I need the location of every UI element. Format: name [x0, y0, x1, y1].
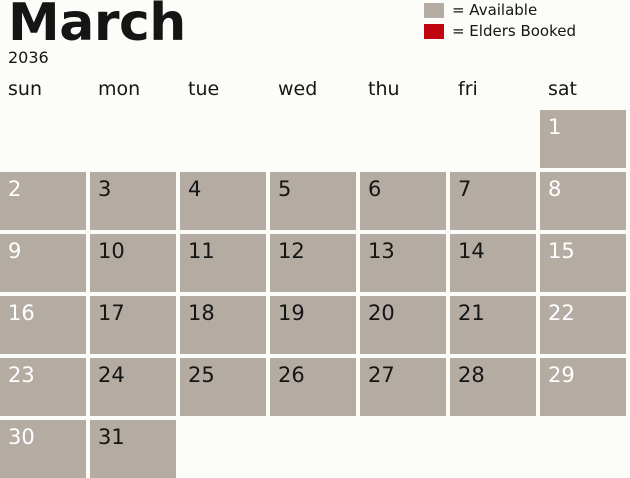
page-header: March 2036 = Available = Elders Booked	[0, 0, 630, 76]
day-cell-2[interactable]: 2	[0, 172, 86, 230]
day-cell-31[interactable]: 31	[90, 420, 176, 478]
day-cell-25[interactable]: 25	[180, 358, 266, 416]
day-cell-8[interactable]: 8	[540, 172, 626, 230]
day-cell-empty	[450, 420, 536, 478]
weekday-header-tue: tue	[188, 78, 220, 100]
legend: = Available = Elders Booked	[423, 1, 576, 40]
day-cell-empty	[360, 110, 446, 168]
calendar-grid: 1 2 3 4 5 6 7 8 9 10 11 12 13 14 15 16 17 18 19 20 21 22 23 24 2…	[0, 110, 630, 478]
weekday-header-thu: thu	[368, 78, 400, 100]
day-cell-27[interactable]: 27	[360, 358, 446, 416]
day-cell-24[interactable]: 24	[90, 358, 176, 416]
day-cell-12[interactable]: 12	[270, 234, 356, 292]
day-cell-7[interactable]: 7	[450, 172, 536, 230]
day-cell-9[interactable]: 9	[0, 234, 86, 292]
day-cell-22[interactable]: 22	[540, 296, 626, 354]
day-cell-23[interactable]: 23	[0, 358, 86, 416]
day-cell-10[interactable]: 10	[90, 234, 176, 292]
elders-booked-swatch	[423, 23, 444, 39]
day-cell-19[interactable]: 19	[270, 296, 356, 354]
day-cell-3[interactable]: 3	[90, 172, 176, 230]
day-cell-empty	[270, 110, 356, 168]
day-cell-empty	[450, 110, 536, 168]
day-cell-empty	[180, 110, 266, 168]
day-cell-29[interactable]: 29	[540, 358, 626, 416]
day-cell-empty	[540, 420, 626, 478]
year-label: 2036	[8, 48, 49, 67]
weekday-header-fri: fri	[458, 78, 478, 100]
day-cell-17[interactable]: 17	[90, 296, 176, 354]
day-cell-6[interactable]: 6	[360, 172, 446, 230]
day-cell-1[interactable]: 1	[540, 110, 626, 168]
legend-label: = Elders Booked	[451, 22, 576, 40]
legend-item: = Available	[423, 1, 576, 19]
day-cell-28[interactable]: 28	[450, 358, 536, 416]
weekday-header-mon: mon	[98, 78, 141, 100]
day-cell-16[interactable]: 16	[0, 296, 86, 354]
day-cell-26[interactable]: 26	[270, 358, 356, 416]
weekday-header-wed: wed	[278, 78, 318, 100]
day-cell-empty	[270, 420, 356, 478]
day-cell-5[interactable]: 5	[270, 172, 356, 230]
weekday-header-sat: sat	[548, 78, 577, 100]
day-cell-20[interactable]: 20	[360, 296, 446, 354]
page-title: March	[8, 0, 186, 53]
day-cell-18[interactable]: 18	[180, 296, 266, 354]
day-cell-14[interactable]: 14	[450, 234, 536, 292]
title-block: March 2036	[8, 0, 186, 66]
day-cell-empty	[90, 110, 176, 168]
day-cell-21[interactable]: 21	[450, 296, 536, 354]
weekday-header-sun: sun	[8, 78, 42, 100]
day-cell-15[interactable]: 15	[540, 234, 626, 292]
day-cell-13[interactable]: 13	[360, 234, 446, 292]
day-cell-30[interactable]: 30	[0, 420, 86, 478]
legend-label: = Available	[451, 1, 538, 19]
day-cell-empty	[180, 420, 266, 478]
available-swatch	[423, 2, 444, 18]
day-cell-empty	[0, 110, 86, 168]
weekday-header-row: sun mon tue wed thu fri sat	[0, 78, 630, 102]
day-cell-4[interactable]: 4	[180, 172, 266, 230]
day-cell-11[interactable]: 11	[180, 234, 266, 292]
day-cell-empty	[360, 420, 446, 478]
legend-item: = Elders Booked	[423, 22, 576, 40]
